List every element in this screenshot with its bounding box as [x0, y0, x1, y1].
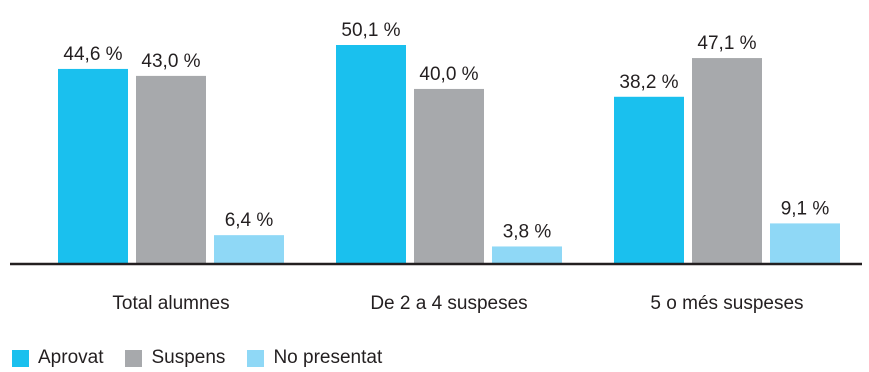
legend-swatch-suspens: [125, 350, 142, 367]
bar-suspens-5-o-mes-suspeses: [692, 58, 762, 263]
bar-suspens-total-alumnes: [136, 76, 206, 263]
value-label-suspens-5-o-mes-suspeses: 47,1 %: [697, 33, 756, 54]
value-label-suspens-de-2-a-4-suspeses: 40,0 %: [419, 64, 478, 85]
legend: Aprovat Suspens No presentat: [12, 346, 404, 370]
category-labels-group: Total alumnes De 2 a 4 suspeses 5 o més su…: [112, 293, 803, 314]
value-label-aprovat-5-o-mes-suspeses: 38,2 %: [619, 72, 678, 93]
bar-no-presentat-de-2-a-4-suspeses: [492, 246, 562, 263]
legend-swatch-no-presentat: [247, 350, 264, 367]
value-label-aprovat-total-alumnes: 44,6 %: [63, 44, 122, 65]
legend-label-aprovat: Aprovat: [38, 347, 103, 369]
value-label-suspens-total-alumnes: 43,0 %: [141, 51, 200, 72]
category-label-5-o-mes-suspeses: 5 o més suspeses: [650, 293, 803, 314]
legend-item-suspens: Suspens: [125, 347, 225, 369]
legend-item-aprovat: Aprovat: [12, 347, 103, 369]
category-label-de-2-a-4-suspeses: De 2 a 4 suspeses: [370, 293, 527, 314]
value-label-no-presentat-de-2-a-4-suspeses: 3,8 %: [503, 221, 552, 242]
legend-label-no-presentat: No presentat: [273, 347, 382, 369]
value-label-aprovat-de-2-a-4-suspeses: 50,1 %: [341, 20, 400, 41]
bar-no-presentat-total-alumnes: [214, 235, 284, 263]
bar-aprovat-5-o-mes-suspeses: [614, 97, 684, 263]
legend-item-no-presentat: No presentat: [247, 347, 382, 369]
bar-suspens-de-2-a-4-suspeses: [414, 89, 484, 263]
legend-swatch-aprovat: [12, 350, 29, 367]
category-label-total-alumnes: Total alumnes: [112, 293, 229, 314]
bar-aprovat-total-alumnes: [58, 69, 128, 263]
legend-label-suspens: Suspens: [151, 347, 225, 369]
value-label-no-presentat-total-alumnes: 6,4 %: [225, 210, 274, 231]
bar-aprovat-de-2-a-4-suspeses: [336, 45, 406, 263]
bar-chart: 44,6 % 43,0 % 6,4 % 50,1 % 40,0 % 3,8 % 38,2 %…: [0, 0, 869, 340]
value-label-no-presentat-5-o-mes-suspeses: 9,1 %: [781, 198, 830, 219]
bar-no-presentat-5-o-mes-suspeses: [770, 223, 840, 263]
